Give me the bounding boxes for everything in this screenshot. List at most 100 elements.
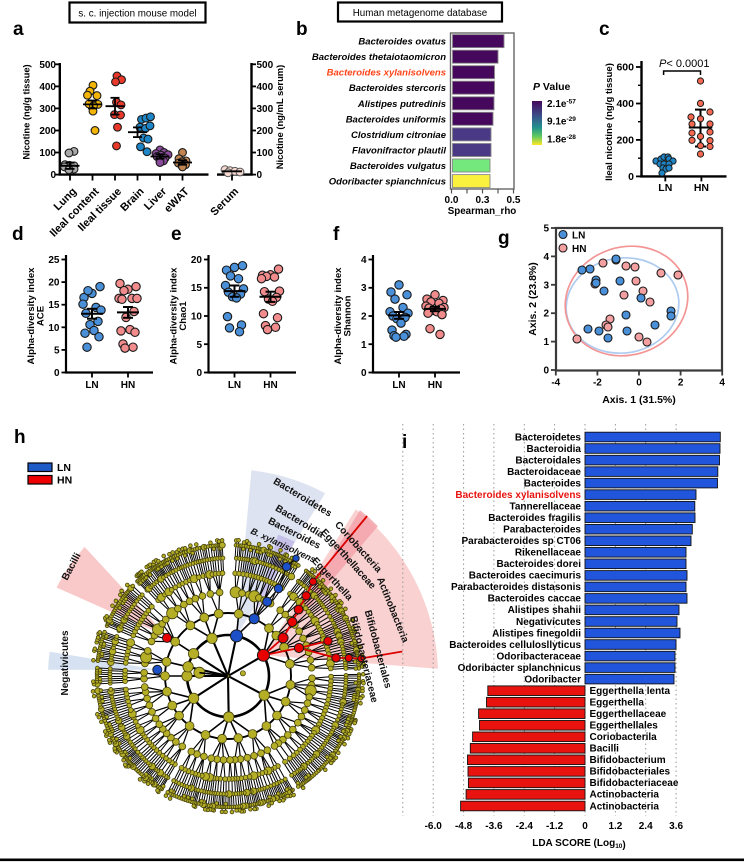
- svg-text:5: 5: [543, 224, 549, 235]
- svg-text:Negativicutes: Negativicutes: [516, 617, 581, 628]
- svg-text:-4: -4: [551, 378, 560, 389]
- svg-text:15: 15: [191, 283, 203, 294]
- svg-text:Bacteroidales: Bacteroidales: [515, 455, 581, 466]
- svg-text:Alistipes finegoldii: Alistipes finegoldii: [492, 628, 581, 639]
- svg-text:Ileal nicotine (ng/g tissue): Ileal nicotine (ng/g tissue): [604, 63, 615, 181]
- svg-text:Bacteroidia: Bacteroidia: [527, 444, 582, 455]
- svg-text:Tannerellaceae: Tannerellaceae: [509, 502, 581, 513]
- svg-text:Parabacteroides distasonis: Parabacteroides distasonis: [451, 582, 581, 593]
- svg-text:15: 15: [48, 300, 60, 311]
- svg-text:Actinobacteria: Actinobacteria: [590, 801, 660, 812]
- svg-text:Chao1: Chao1: [178, 301, 189, 331]
- svg-text:5: 5: [196, 340, 202, 351]
- svg-text:0.5: 0.5: [507, 195, 521, 206]
- svg-text:Eggerthellales: Eggerthellales: [590, 721, 659, 732]
- svg-text:0: 0: [636, 378, 642, 389]
- svg-text:Bifidobacteriaceae: Bifidobacteriaceae: [590, 778, 679, 789]
- svg-text:Bifidobacteriales: Bifidobacteriales: [590, 767, 671, 778]
- svg-text:g: g: [498, 228, 510, 249]
- svg-text:2.1e-57: 2.1e-57: [547, 99, 576, 111]
- svg-text:0: 0: [257, 170, 263, 181]
- svg-text:a: a: [13, 19, 24, 40]
- svg-text:LN: LN: [658, 182, 672, 194]
- svg-text:0: 0: [543, 366, 549, 377]
- svg-text:LN: LN: [572, 231, 585, 242]
- svg-text:-2: -2: [593, 378, 602, 389]
- svg-text:Parabacteroides: Parabacteroides: [503, 525, 581, 536]
- svg-text:0: 0: [361, 368, 367, 379]
- svg-text:0.0: 0.0: [445, 195, 459, 206]
- svg-text:LN: LN: [85, 380, 98, 391]
- svg-text:Bacteroides caecimuris: Bacteroides caecimuris: [469, 571, 582, 582]
- svg-text:LDA SCORE (Log10): LDA SCORE (Log10): [532, 838, 626, 851]
- svg-text:Axis. 2 (23.8%): Axis. 2 (23.8%): [527, 262, 539, 336]
- svg-text:20: 20: [48, 278, 60, 289]
- svg-text:4: 4: [719, 378, 725, 389]
- svg-text:0: 0: [582, 821, 588, 832]
- svg-text:0.3: 0.3: [476, 195, 490, 206]
- svg-text:10: 10: [48, 323, 60, 334]
- svg-text:-1.2: -1.2: [546, 821, 564, 832]
- svg-text:2.4: 2.4: [639, 821, 653, 832]
- svg-text:3: 3: [361, 283, 367, 294]
- svg-text:-4.8: -4.8: [455, 821, 473, 832]
- svg-text:200: 200: [257, 126, 274, 137]
- svg-text:Actinobacteria: Actinobacteria: [590, 790, 660, 801]
- svg-text:Odoribacter splanchnicus: Odoribacter splanchnicus: [458, 663, 582, 674]
- svg-text:ACE: ACE: [36, 305, 47, 326]
- svg-text:h: h: [14, 427, 26, 448]
- svg-text:Nicotine (ng/mL serum): Nicotine (ng/mL serum): [274, 65, 285, 170]
- svg-text:i: i: [402, 432, 407, 453]
- svg-text:Nicotine (ng/g tissue): Nicotine (ng/g tissue): [21, 64, 32, 159]
- svg-text:1: 1: [361, 340, 367, 351]
- svg-text:Alpha-diversity index: Alpha-diversity index: [26, 267, 37, 365]
- svg-text:HN: HN: [428, 380, 442, 391]
- svg-text:Bacteroides fragilis: Bacteroides fragilis: [488, 513, 581, 524]
- svg-text:LN: LN: [228, 380, 241, 391]
- svg-text:600: 600: [616, 62, 634, 74]
- svg-text:Eggerthellaceae: Eggerthellaceae: [590, 709, 667, 720]
- svg-text:2: 2: [678, 378, 684, 389]
- svg-text:Coriobacterila: Coriobacterila: [590, 732, 658, 743]
- svg-text:1.2: 1.2: [608, 821, 622, 832]
- svg-text:20: 20: [191, 255, 203, 266]
- svg-text:2: 2: [543, 309, 549, 320]
- svg-text:Bacteroidaceae: Bacteroidaceae: [507, 467, 581, 478]
- svg-text:1.8e-28: 1.8e-28: [547, 134, 576, 146]
- svg-text:d: d: [12, 224, 24, 245]
- svg-text:4: 4: [543, 252, 549, 263]
- svg-text:Axis. 1 (31.5%): Axis. 1 (31.5%): [602, 394, 676, 406]
- svg-text:200: 200: [616, 134, 634, 146]
- svg-text:500: 500: [39, 60, 56, 71]
- svg-text:P Value: P Value: [533, 81, 571, 93]
- svg-text:Eggerthella lenta: Eggerthella lenta: [590, 686, 671, 697]
- svg-text:100: 100: [39, 148, 56, 159]
- svg-text:0: 0: [50, 170, 56, 181]
- svg-text:Bacteroides: Bacteroides: [524, 478, 582, 489]
- svg-text:HN: HN: [57, 474, 72, 486]
- svg-text:0: 0: [628, 171, 634, 183]
- svg-text:Spearman_rho: Spearman_rho: [448, 206, 517, 217]
- svg-text:2: 2: [361, 312, 367, 323]
- svg-text:P< 0.0001: P< 0.0001: [659, 58, 709, 70]
- svg-text:Bacteroides uniformis: Bacteroides uniformis: [346, 114, 446, 125]
- svg-text:1: 1: [543, 337, 549, 348]
- svg-text:10: 10: [191, 312, 203, 323]
- svg-text:Bifidobacterium: Bifidobacterium: [590, 755, 666, 766]
- svg-text:Rikenellaceae: Rikenellaceae: [515, 548, 582, 559]
- svg-text:Alistipes shahii: Alistipes shahii: [508, 605, 582, 616]
- svg-text:f: f: [333, 224, 340, 245]
- svg-text:Bacteroides stercoris: Bacteroides stercoris: [349, 83, 446, 94]
- svg-text:400: 400: [616, 98, 634, 110]
- svg-text:Bacilli: Bacilli: [590, 744, 620, 755]
- svg-text:Bacteroides caccae: Bacteroides caccae: [488, 594, 582, 605]
- svg-text:Clostridium citroniae: Clostridium citroniae: [351, 130, 447, 141]
- svg-text:Alpha-diversity index: Alpha-diversity index: [169, 267, 180, 365]
- svg-text:Alistipes putredinis: Alistipes putredinis: [357, 99, 446, 110]
- svg-text:Negativicutes: Negativicutes: [60, 630, 71, 695]
- svg-text:HN: HN: [263, 380, 277, 391]
- svg-text:0: 0: [196, 368, 202, 379]
- svg-text:Bacteroides xylanisolvens: Bacteroides xylanisolvens: [455, 490, 581, 501]
- svg-text:Odoribacter spianchnicus: Odoribacter spianchnicus: [329, 177, 446, 188]
- svg-text:HN: HN: [572, 244, 586, 255]
